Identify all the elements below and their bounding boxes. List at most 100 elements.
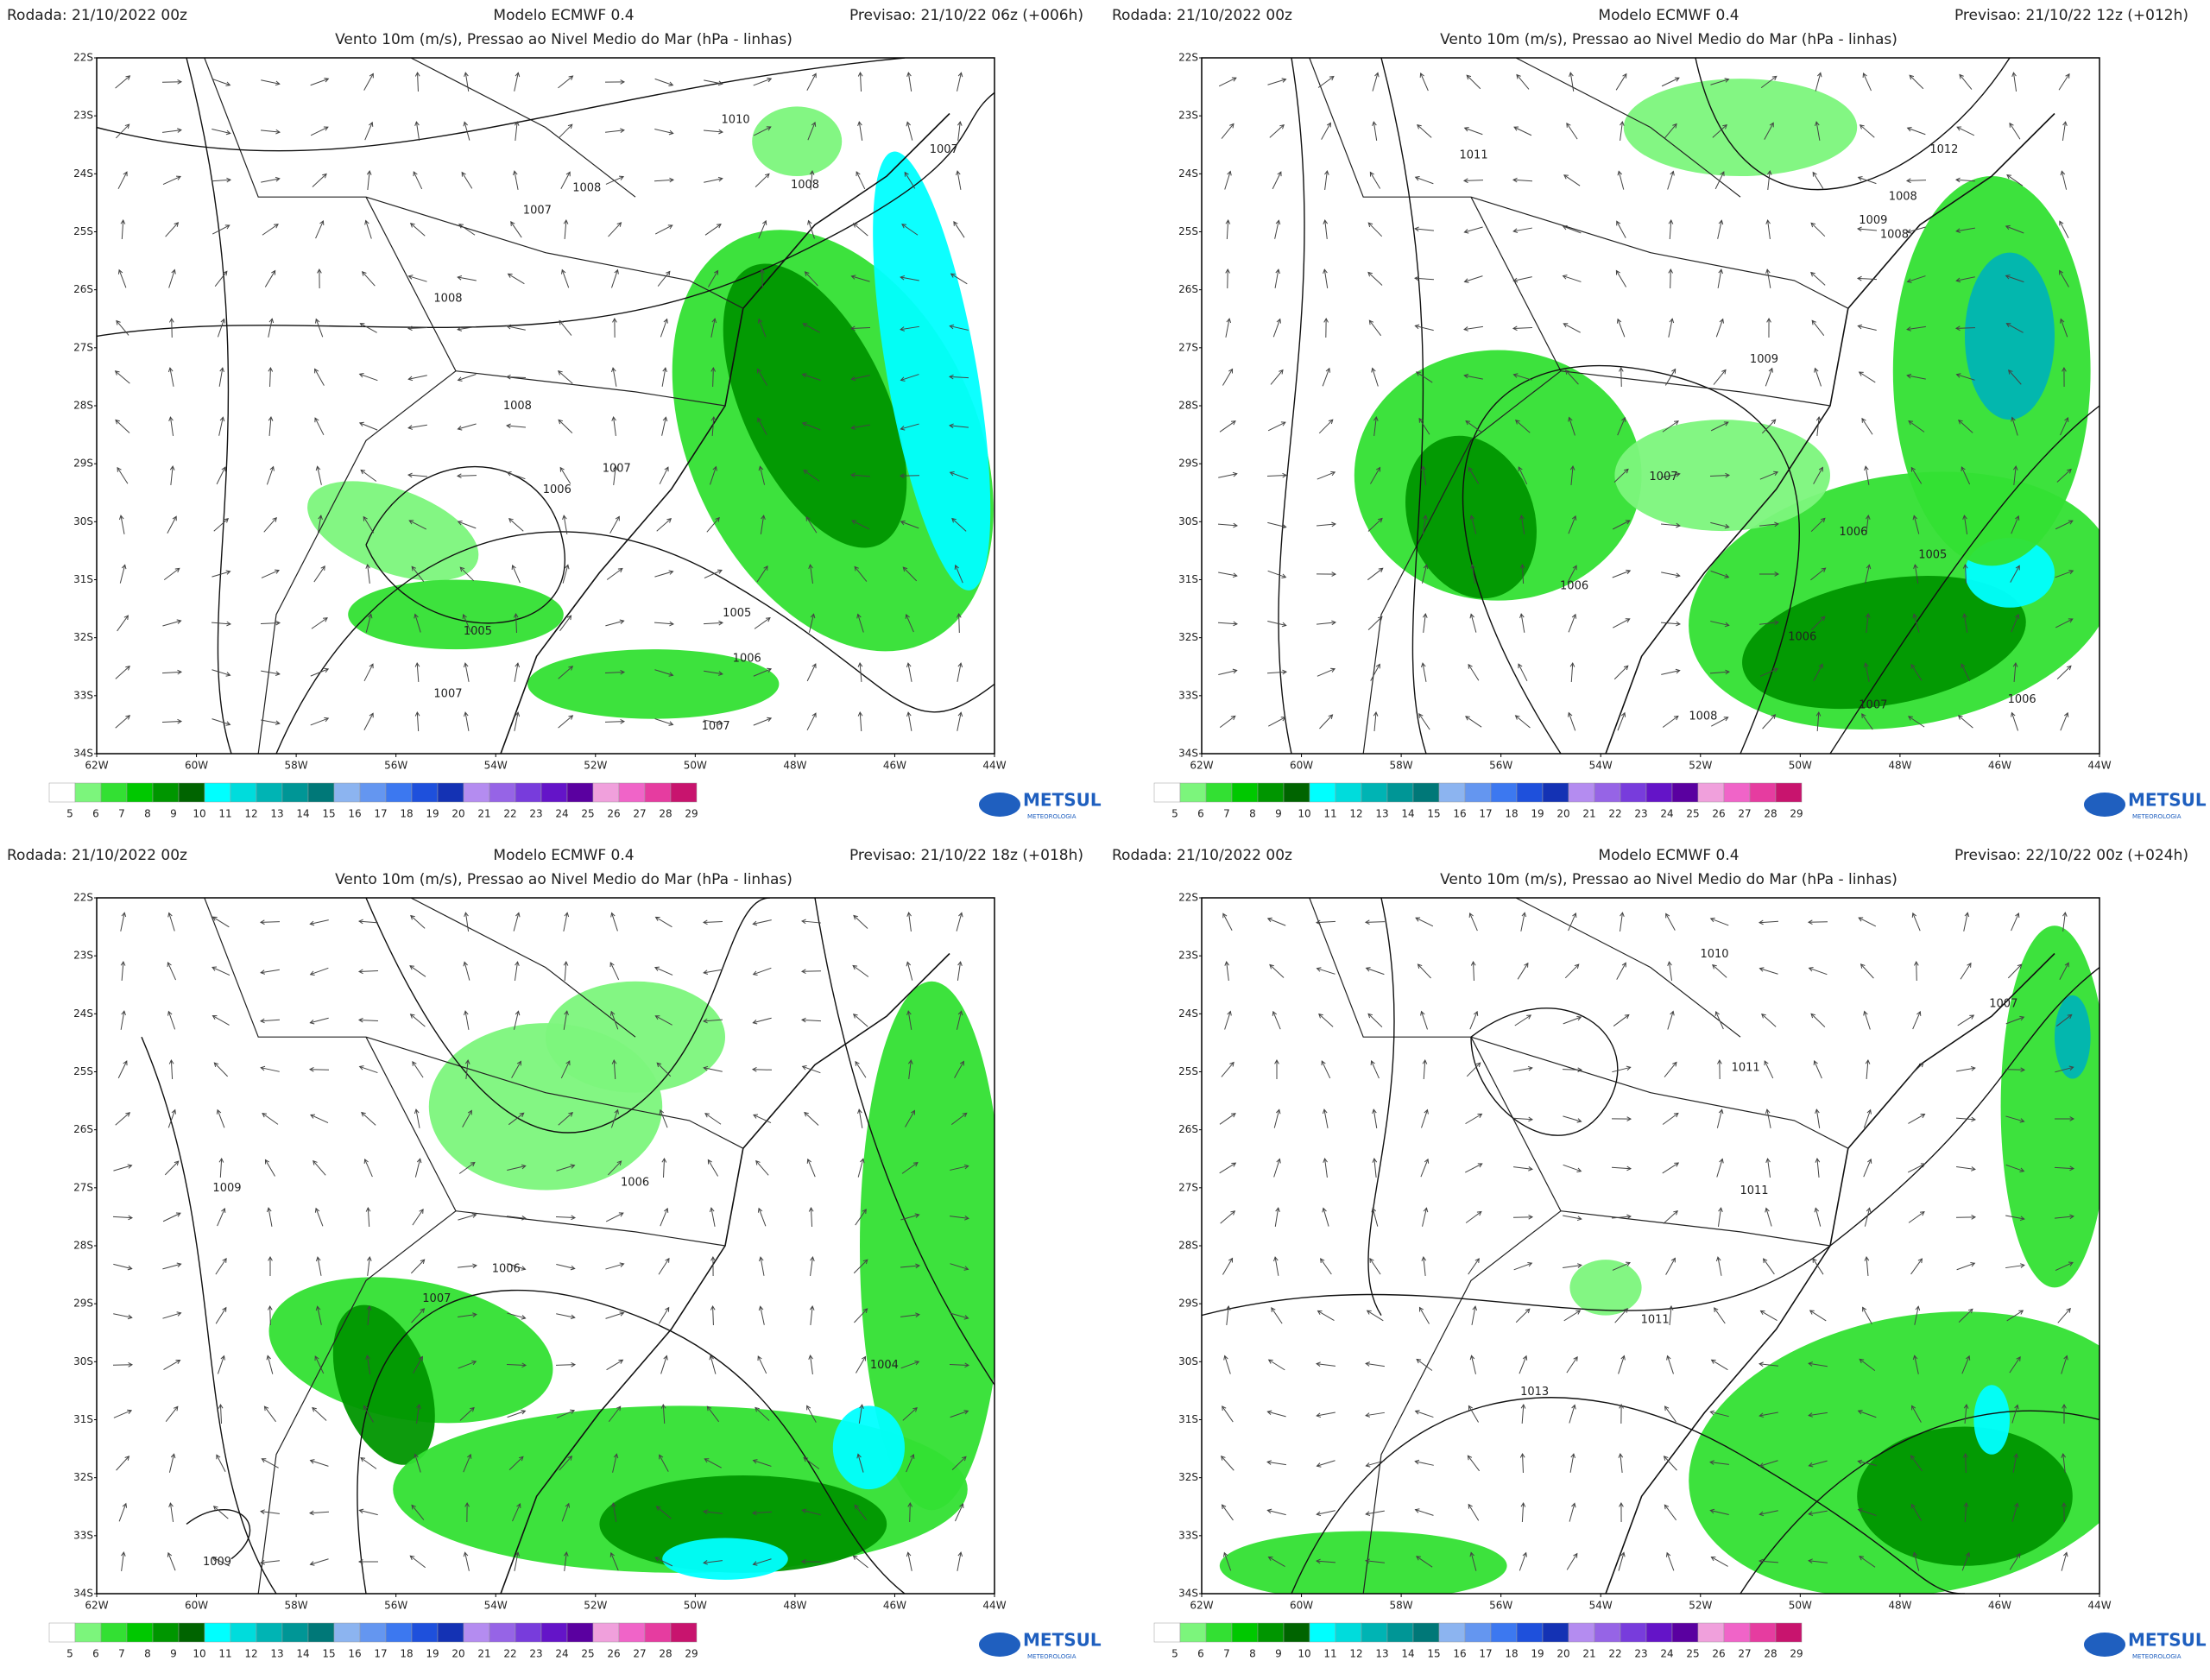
wind-arrow-head: [176, 1262, 182, 1267]
wind-arrow-head: [116, 319, 121, 325]
wind-arrow: [264, 270, 276, 287]
wind-arrow-head: [915, 1312, 920, 1317]
wind-arrow-head: [1315, 919, 1321, 925]
wind-arrow-head: [1329, 75, 1335, 81]
wind-arrow: [310, 1460, 329, 1467]
wind-arrow: [310, 1558, 329, 1565]
wind-arrow: [1614, 1308, 1628, 1323]
colorbar-label: 24: [1660, 808, 1673, 820]
wind-arrow-head: [309, 1561, 315, 1566]
wind-arrow: [1664, 1504, 1677, 1521]
wind-arrow: [1370, 664, 1380, 681]
wind-arrow: [262, 1458, 279, 1468]
colorbar-box: [1542, 782, 1569, 803]
wind-arrow: [269, 367, 271, 388]
wind-arrow-head: [1913, 960, 1919, 966]
wind-arrow-head: [308, 1066, 314, 1072]
wind-arrow: [663, 1158, 665, 1178]
wind-arrow-head: [710, 366, 717, 372]
colorbar-label: 27: [1738, 1648, 1751, 1660]
wind-arrow-head: [124, 123, 130, 129]
wind-arrow: [464, 913, 470, 932]
wind-arrow-head: [2065, 73, 2070, 79]
wind-arrow-head: [174, 1405, 179, 1412]
wind-arrow: [268, 416, 272, 437]
wind-arrow-head: [1267, 1359, 1273, 1364]
wind-arrow-head: [1862, 1306, 1867, 1312]
lat-label: 33S: [1178, 1529, 1198, 1541]
wind-arrow: [1463, 180, 1484, 181]
wind-arrow-head: [219, 367, 224, 373]
isobar-label: 1011: [1740, 1184, 1768, 1197]
wind-arrow: [459, 1407, 475, 1421]
wind-arrow-head: [513, 612, 519, 618]
wind-arrow-head: [2005, 323, 2011, 328]
wind-arrow-head: [1865, 1058, 1871, 1064]
wind-arrow-head: [1618, 1453, 1624, 1458]
wind-arrow-head: [1525, 1308, 1531, 1314]
wind-arrow: [805, 516, 818, 534]
lon-label: 48W: [1888, 1600, 1911, 1612]
wind-arrow-head: [2063, 711, 2069, 717]
wind-arrow-head: [709, 1355, 714, 1361]
wind-arrow-head: [1463, 229, 1469, 234]
colorbar-label: 20: [451, 1648, 464, 1660]
wind-arrow: [312, 174, 327, 187]
wind-arrow-head: [1225, 268, 1230, 274]
colorbar-box: [1749, 782, 1777, 803]
wind-arrow-head: [1907, 716, 1913, 721]
wind-arrow-head: [716, 224, 722, 229]
wind-arrow: [162, 1312, 181, 1319]
wind-arrow-head: [411, 1504, 416, 1510]
wind-arrow-head: [1808, 1462, 1814, 1468]
wind-arrow: [851, 375, 870, 380]
wind-arrow: [804, 1112, 819, 1126]
wind-arrow-head: [1906, 127, 1912, 132]
wind-arrow-head: [120, 960, 126, 966]
wind-arrow: [515, 122, 518, 141]
wind-arrow: [957, 1552, 962, 1571]
wind-arrow: [654, 669, 673, 676]
wind-arrow: [1521, 1502, 1525, 1523]
wind-arrow-head: [1512, 277, 1519, 283]
wind-arrow: [458, 374, 477, 381]
colorbar-box: [1205, 1622, 1233, 1643]
wind-arrow: [656, 1506, 672, 1519]
wind-arrow-head: [115, 419, 120, 425]
wind-arrow-head: [1723, 717, 1729, 722]
wind-arrow: [1422, 663, 1427, 682]
wind-arrow-head: [2060, 318, 2065, 324]
wind-arrow-head: [1725, 472, 1731, 478]
wind-arrow-head: [1812, 171, 1817, 177]
wind-arrow-head: [357, 919, 363, 925]
wind-arrow: [507, 1165, 526, 1171]
wind-arrow: [414, 1159, 421, 1178]
wind-arrow-head: [464, 1059, 470, 1064]
wind-arrow: [310, 967, 329, 976]
wind-arrow: [1661, 572, 1680, 577]
wind-arrow-head: [127, 1164, 133, 1169]
colorbar-label: 15: [1427, 808, 1440, 820]
colorbar-label: 14: [296, 1648, 309, 1660]
colorbar-box: [489, 782, 516, 803]
wind-arrow: [900, 521, 919, 529]
wind-arrow: [1316, 523, 1336, 527]
wind-arrow: [1809, 1510, 1828, 1515]
isobar: [1278, 58, 1305, 754]
wind-arrow: [1663, 1210, 1678, 1224]
wind-arrow-head: [2014, 1502, 2019, 1508]
wind-arrow: [168, 1454, 175, 1473]
wind-arrow-head: [1420, 662, 1426, 668]
colorbar-label: 16: [348, 1648, 361, 1660]
wind-arrow-head: [358, 421, 364, 427]
wind-arrow-head: [314, 1355, 319, 1361]
colorbar-box: [1490, 782, 1518, 803]
lon-label: 62W: [85, 1600, 108, 1612]
wind-arrow-head: [510, 221, 515, 226]
wind-arrow-head: [407, 472, 413, 478]
wind-arrow-head: [669, 177, 675, 183]
wind-arrow: [711, 416, 715, 437]
isobar-label: 1006: [2008, 693, 2036, 706]
wind-arrow-head: [1371, 1207, 1376, 1213]
wind-arrow-head: [668, 672, 674, 677]
